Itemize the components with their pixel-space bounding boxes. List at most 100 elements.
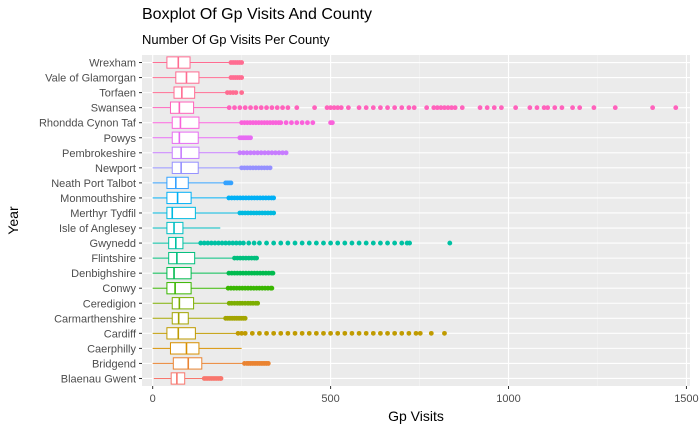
outlier-point: [258, 150, 264, 156]
box-group: [152, 236, 453, 250]
box: [166, 191, 192, 205]
outlier-point: [241, 240, 246, 246]
box-group: [152, 86, 245, 99]
outlier-point: [370, 105, 376, 111]
y-tick-label: Torfaen: [99, 88, 136, 100]
y-tick-label: Conwy: [102, 283, 136, 295]
outlier-point: [242, 330, 248, 336]
outlier-point: [356, 240, 362, 246]
y-tick-label: Monmouthshire: [60, 193, 136, 205]
y-tick-label: Newport: [95, 163, 136, 175]
outlier-point: [313, 330, 319, 336]
outlier-point: [342, 330, 348, 336]
box-group: [152, 206, 277, 220]
y-tick-label: Gwynedd: [90, 238, 136, 250]
y-axis-label: Year: [5, 206, 21, 235]
outlier-point: [459, 105, 465, 111]
outlier-point: [276, 150, 282, 156]
outlier-point: [264, 105, 269, 111]
y-tick-label: Swansea: [91, 103, 137, 115]
box: [171, 146, 200, 159]
box-group: [152, 267, 276, 280]
box-group: [153, 372, 224, 385]
outlier-point: [239, 330, 245, 336]
outlier-point: [650, 105, 656, 111]
outlier-point: [442, 330, 447, 336]
outlier-point: [226, 105, 232, 111]
box: [166, 176, 189, 190]
outlier-point: [313, 240, 319, 246]
outlier-point: [264, 330, 269, 336]
y-tick-label: Flintshire: [91, 253, 136, 265]
outlier-point: [258, 105, 264, 111]
outlier-point: [447, 240, 453, 246]
y-tick-label: Denbighshire: [71, 268, 136, 280]
outlier-point: [283, 150, 289, 156]
outlier-point: [534, 105, 540, 111]
outlier-point: [271, 240, 277, 246]
outlier-point: [335, 240, 341, 246]
y-tick-label: Caerphilly: [87, 343, 136, 355]
outlier-point: [271, 195, 277, 201]
outlier-point: [356, 105, 362, 111]
boxplot-series: [152, 56, 679, 385]
box: [175, 71, 200, 84]
outlier-point: [239, 90, 245, 96]
outlier-point: [248, 150, 253, 156]
outlier-point: [235, 330, 241, 336]
y-tick-label: Vale of Glamorgan: [45, 73, 136, 85]
outlier-point: [541, 105, 547, 111]
outlier-point: [363, 105, 369, 111]
outlier-point: [499, 105, 504, 111]
outlier-point: [328, 330, 333, 336]
y-tick-label: Wrexham: [89, 58, 136, 70]
outlier-point: [449, 105, 454, 111]
box-group: [152, 131, 253, 144]
outlier-point: [513, 105, 519, 111]
box: [173, 86, 196, 99]
outlier-point: [378, 105, 383, 111]
outlier-point: [363, 240, 369, 246]
outlier-point: [399, 240, 405, 246]
outlier-point: [335, 330, 341, 336]
outlier-point: [294, 120, 300, 126]
x-tick-label: 1500: [674, 393, 698, 405]
box: [166, 327, 196, 340]
x-axis-label: Gp Visits: [388, 408, 444, 424]
box: [168, 251, 196, 265]
outlier-point: [278, 120, 284, 126]
box: [166, 221, 184, 235]
outlier-point: [265, 150, 271, 156]
outlier-point: [244, 150, 250, 156]
outlier-point: [201, 240, 207, 246]
outlier-point: [428, 330, 434, 336]
outlier-point: [342, 240, 348, 246]
outlier-point: [299, 240, 305, 246]
outlier-point: [431, 105, 437, 111]
box-group: [152, 221, 221, 235]
outlier-point: [406, 105, 412, 111]
outlier-point: [230, 240, 236, 246]
box-group: [152, 146, 289, 159]
outlier-point: [349, 240, 355, 246]
y-tick-label: Bridgend: [92, 358, 136, 370]
outlier-point: [216, 240, 221, 246]
outlier-point: [363, 330, 369, 336]
outlier-point: [273, 150, 278, 156]
outlier-point: [219, 240, 225, 246]
outlier-point: [255, 150, 261, 156]
box-group: [152, 116, 335, 129]
outlier-point: [208, 240, 214, 246]
outlier-point: [248, 105, 253, 111]
outlier-point: [251, 240, 257, 246]
y-tick-label: Pembrokeshire: [62, 148, 136, 160]
outlier-point: [321, 330, 326, 336]
outlier-point: [228, 180, 234, 186]
outlier-point: [424, 105, 430, 111]
outlier-point: [527, 105, 533, 111]
outlier-point: [484, 105, 490, 111]
box: [166, 267, 192, 280]
outlier-point: [239, 60, 245, 65]
outlier-point: [242, 105, 248, 111]
